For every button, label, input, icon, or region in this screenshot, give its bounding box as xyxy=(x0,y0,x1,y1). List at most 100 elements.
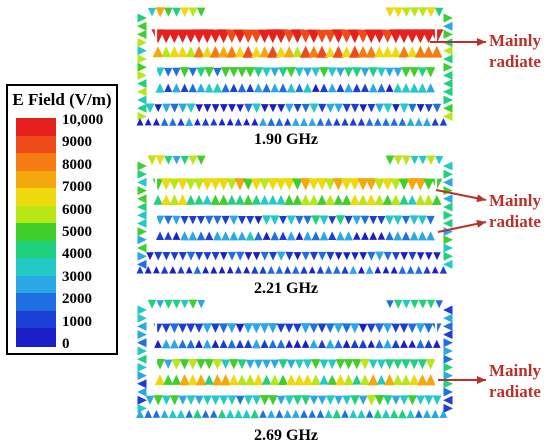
legend-title: E Field (V/m) xyxy=(12,90,112,109)
field-arrow xyxy=(180,299,189,309)
field-arrow xyxy=(301,103,310,113)
field-arrow xyxy=(385,83,394,92)
field-arrow xyxy=(186,323,196,333)
field-arrow xyxy=(275,117,284,126)
field-arrow xyxy=(284,395,295,406)
field-arrow xyxy=(237,215,247,225)
field-arrow xyxy=(401,231,411,241)
field-arrow xyxy=(300,194,311,206)
field-arrow xyxy=(335,374,346,386)
field-arrow xyxy=(349,45,361,58)
field-arrow xyxy=(194,395,204,405)
field-arrow xyxy=(406,265,415,274)
field-arrow xyxy=(374,323,385,334)
field-arrow xyxy=(185,409,193,418)
field-arrow xyxy=(172,215,181,225)
field-arrow xyxy=(144,409,153,418)
field-arrow xyxy=(406,409,415,419)
field-arrow xyxy=(431,409,440,418)
annotation-arrowhead xyxy=(477,38,486,46)
field-arrow xyxy=(384,359,395,370)
field-arrow xyxy=(276,251,286,261)
field-arrow xyxy=(221,83,230,93)
field-arrow xyxy=(228,104,236,113)
field-arrow xyxy=(267,117,276,126)
field-arrow xyxy=(409,359,419,370)
field-arrow xyxy=(431,118,439,126)
field-arrow xyxy=(402,299,411,309)
field-arrow xyxy=(285,339,294,348)
field-arrow xyxy=(235,251,245,261)
field-arrow xyxy=(316,265,325,274)
colorbar-tick-label: 7000 xyxy=(62,179,92,196)
field-arrow xyxy=(341,266,349,274)
field-arrow xyxy=(324,117,333,126)
field-arrow xyxy=(303,83,313,93)
field-arrow xyxy=(245,67,256,78)
annotation-arrowhead xyxy=(476,194,486,203)
field-arrow xyxy=(137,354,147,364)
field-arrow xyxy=(326,103,335,113)
field-arrow xyxy=(286,231,296,241)
field-arrow xyxy=(245,231,255,241)
field-arrow xyxy=(137,62,147,72)
field-arrow xyxy=(259,323,270,334)
field-arrow xyxy=(443,235,453,245)
field-arrow xyxy=(293,323,302,333)
field-arrow xyxy=(188,231,198,241)
field-arrow xyxy=(136,409,144,418)
field-arrow xyxy=(229,215,239,225)
field-arrow xyxy=(268,395,278,406)
field-arrow xyxy=(210,194,221,205)
field-arrow xyxy=(213,231,222,241)
field-arrow xyxy=(334,339,343,349)
field-arrow xyxy=(439,117,448,126)
colorbar-tick-label: 8000 xyxy=(62,156,92,173)
field-arrow xyxy=(335,67,345,77)
field-arrow xyxy=(144,118,152,126)
field-arrow xyxy=(382,46,393,58)
field-arrow xyxy=(172,231,181,240)
field-arrow xyxy=(137,103,147,113)
field-arrow xyxy=(423,323,434,334)
field-arrow xyxy=(382,117,390,126)
field-arrow xyxy=(221,215,230,225)
field-arrow xyxy=(311,231,321,241)
field-arrow xyxy=(424,104,433,113)
field-arrow xyxy=(137,387,147,397)
field-arrow xyxy=(276,339,286,349)
field-arrow xyxy=(196,231,206,241)
field-arrow xyxy=(360,215,370,225)
field-arrow xyxy=(401,83,411,93)
field-arrow xyxy=(295,215,304,225)
field-arrow xyxy=(244,252,253,261)
field-arrow xyxy=(245,374,256,386)
colorbar-swatch xyxy=(16,205,56,224)
field-arrow xyxy=(197,216,205,225)
field-arrow xyxy=(291,409,300,418)
field-arrow xyxy=(439,266,447,274)
field-arrow xyxy=(294,374,305,386)
field-arrow xyxy=(202,323,212,334)
field-arrow xyxy=(443,87,453,97)
field-arrow xyxy=(137,218,147,228)
field-arrow xyxy=(226,45,238,58)
field-arrow xyxy=(309,323,319,334)
field-arrow xyxy=(399,194,409,205)
field-arrow xyxy=(278,359,288,370)
field-arrow xyxy=(147,155,157,166)
field-arrow xyxy=(226,266,234,274)
field-arrow xyxy=(327,83,337,93)
field-arrow xyxy=(308,45,320,58)
field-arrow xyxy=(382,323,393,334)
field-arrow xyxy=(368,359,378,369)
field-arrow xyxy=(217,29,231,44)
field-arrow xyxy=(410,299,419,309)
field-arrow xyxy=(244,339,253,349)
field-arrow xyxy=(254,216,263,225)
field-arrow xyxy=(146,252,154,261)
field-arrow xyxy=(383,339,392,349)
field-arrow xyxy=(276,323,286,333)
field-arrow xyxy=(319,215,329,226)
field-arrow xyxy=(137,111,147,121)
